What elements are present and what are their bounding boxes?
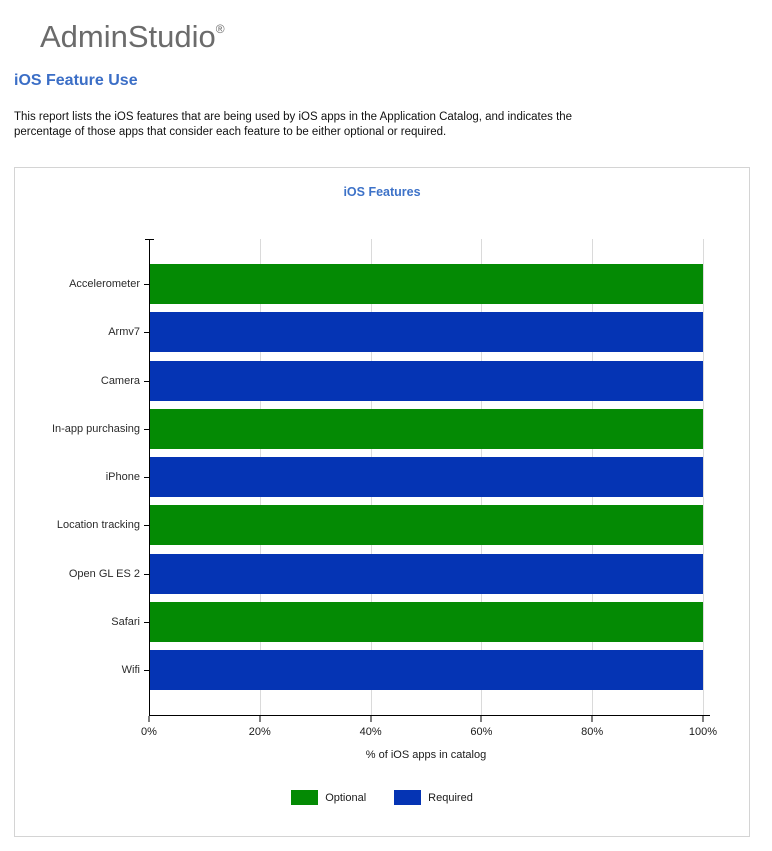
report-description: This report lists the iOS features that … [14, 111, 573, 138]
y-axis-tick [144, 477, 149, 478]
x-axis-tick [370, 716, 372, 722]
legend-swatch-required [394, 790, 422, 805]
bar-row: Accelerometer [69, 264, 703, 304]
x-axis-tick [702, 716, 704, 722]
bar-required [149, 312, 703, 353]
category-label: Wifi [121, 664, 140, 676]
x-axis-tick [591, 716, 593, 722]
logo-text: AdminStudio [40, 19, 216, 54]
bar-row: Camera [101, 360, 703, 401]
chart-title: iOS Features [343, 185, 421, 199]
y-axis-line [149, 239, 150, 716]
bar-row: Location tracking [57, 505, 703, 546]
y-axis-tick [144, 573, 149, 575]
category-label: Open GL ES 2 [68, 567, 140, 580]
category-label: iPhone [105, 471, 140, 483]
legend-label: Required [428, 791, 473, 804]
page-title: iOS Feature Use [14, 72, 138, 89]
adminstudio-logo: AdminStudio® [40, 10, 772, 56]
y-axis-tick [144, 621, 149, 623]
x-axis-line [149, 715, 710, 716]
x-axis-tick [259, 716, 261, 722]
x-tick-label: 80% [581, 726, 604, 738]
x-tick-label: 20% [248, 726, 271, 738]
legend: Optional Required [15, 790, 749, 805]
bar-row: Open GL ES 2 [69, 553, 703, 594]
bar-optional [149, 408, 703, 449]
bar-required [149, 457, 703, 497]
y-axis-cap [145, 239, 154, 240]
x-tick-label: 40% [359, 726, 382, 738]
legend-item-optional: Optional [291, 790, 366, 805]
y-axis-tick [144, 428, 149, 430]
category-label: Camera [100, 374, 140, 387]
x-tick-label: 100% [688, 726, 718, 738]
x-axis-title: % of iOS apps in catalog [365, 749, 487, 761]
registered-mark: ® [215, 22, 225, 36]
bar-required [149, 553, 703, 594]
bar-optional [149, 505, 703, 546]
bar-required [149, 360, 703, 401]
chart-panel: iOS Features Accelerometer Armv7 Camera In-… [14, 167, 750, 837]
y-axis-tick [144, 284, 149, 285]
category-label: Safari [111, 615, 140, 628]
bar-required [149, 650, 703, 690]
y-axis-tick [144, 332, 149, 334]
y-axis-tick [144, 380, 149, 382]
x-axis-tick [480, 716, 482, 722]
bar-rows: Accelerometer Armv7 Camera In-app purchasin… [52, 239, 703, 716]
x-tick-label: 60% [470, 726, 493, 738]
category-label: Accelerometer [69, 278, 140, 290]
bar-optional [149, 264, 703, 304]
bar-optional [149, 601, 703, 642]
legend-item-required: Required [394, 790, 473, 805]
bar-row: Safari [111, 601, 703, 642]
plot-area: Accelerometer Armv7 Camera In-app purchasin… [52, 239, 717, 761]
bar-row: Wifi [122, 650, 703, 690]
category-label: In-app purchasing [51, 422, 140, 435]
bar-row: In-app purchasing [52, 408, 703, 449]
category-label: Armv7 [108, 326, 140, 339]
bar-row: iPhone [106, 457, 703, 497]
bar-row: Armv7 [108, 312, 703, 353]
legend-label: Optional [325, 791, 367, 804]
category-label: Location tracking [56, 519, 140, 532]
x-tick-label: 0% [141, 726, 157, 738]
gridline [703, 239, 704, 716]
x-axis-tick [148, 716, 150, 722]
legend-swatch-optional [291, 790, 319, 805]
y-axis-tick [144, 525, 149, 527]
y-axis-tick [144, 670, 149, 671]
